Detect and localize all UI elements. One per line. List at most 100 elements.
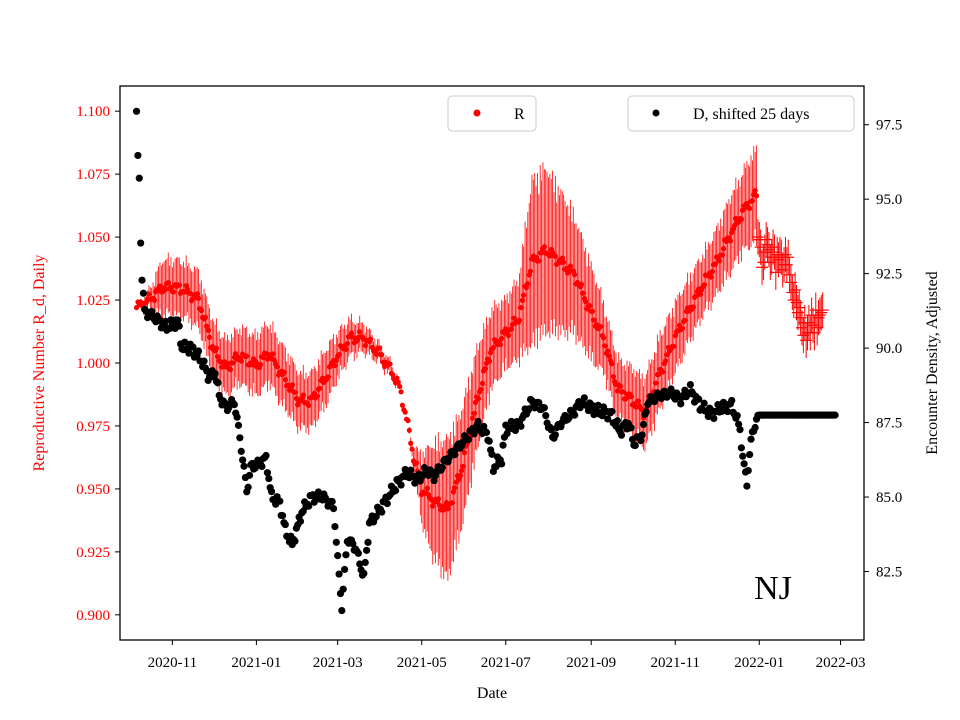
r-point — [457, 473, 463, 479]
d-point — [677, 400, 685, 408]
r-point — [747, 205, 753, 212]
d-point — [148, 307, 156, 316]
d-point — [485, 437, 493, 445]
d-point — [535, 399, 543, 407]
d-point — [230, 400, 238, 409]
r-point — [663, 358, 669, 364]
d-point — [258, 462, 266, 471]
r-point — [387, 361, 393, 367]
r-point — [753, 193, 760, 199]
d-point — [498, 460, 506, 468]
d-point — [305, 502, 313, 510]
d-point — [378, 508, 386, 516]
d-point — [488, 450, 496, 458]
r-point — [610, 373, 616, 380]
r-point — [478, 386, 484, 392]
r-point — [409, 446, 415, 452]
d-point — [517, 422, 525, 430]
y-left-tick-label: 0.950 — [76, 482, 110, 498]
series-d-layer — [132, 107, 839, 615]
d-point — [551, 431, 559, 439]
d-point — [736, 426, 744, 434]
r-point — [206, 334, 213, 340]
y-right-tick-label: 92.5 — [876, 267, 902, 283]
r-point — [589, 308, 596, 314]
y-left-tick-label: 1.000 — [76, 356, 110, 372]
r-point — [435, 496, 441, 502]
d-point — [642, 408, 650, 416]
r-point — [752, 188, 758, 194]
legend-d: D, shifted 25 days — [627, 95, 855, 132]
d-point — [194, 347, 203, 355]
d-point — [134, 151, 142, 160]
r-point — [270, 351, 276, 357]
r-point — [720, 246, 727, 252]
d-point — [200, 357, 208, 365]
d-point — [580, 394, 588, 402]
r-point — [738, 216, 744, 222]
y-left-tick-label: 1.100 — [76, 104, 110, 120]
r-point — [536, 258, 542, 264]
legend-d-marker — [652, 109, 660, 117]
x-tick-label: 2020-11 — [148, 655, 197, 671]
d-point — [718, 407, 726, 415]
legend-d-box — [627, 95, 855, 132]
r-point — [344, 340, 350, 347]
d-point — [540, 404, 548, 412]
r-point — [274, 364, 280, 370]
d-point — [547, 426, 555, 434]
d-point — [401, 465, 409, 474]
d-point — [686, 381, 695, 389]
r-point — [701, 282, 707, 288]
r-point — [719, 252, 725, 258]
x-tick-label: 2021-03 — [313, 655, 363, 671]
y-right-tick-label: 82.5 — [876, 564, 902, 580]
r-point — [541, 244, 547, 250]
r-point — [583, 298, 589, 305]
r-point — [176, 282, 182, 288]
d-point — [511, 426, 520, 435]
d-point — [639, 420, 648, 429]
r-point — [709, 269, 716, 275]
d-point — [137, 239, 145, 247]
r-point — [449, 500, 455, 506]
d-point — [139, 289, 148, 297]
r-point — [628, 393, 634, 400]
d-point — [161, 317, 170, 325]
d-point — [631, 441, 639, 450]
d-point — [744, 466, 752, 475]
d-point — [364, 538, 372, 546]
r-point — [690, 304, 696, 310]
r-point — [697, 291, 703, 297]
r-point — [151, 297, 158, 304]
d-point — [174, 316, 182, 324]
y-left-tick-label: 1.075 — [76, 167, 110, 183]
r-point — [402, 409, 408, 415]
d-point — [334, 552, 342, 560]
d-point — [733, 411, 741, 420]
d-point — [335, 570, 343, 578]
r-point — [682, 317, 688, 323]
d-point — [747, 435, 755, 443]
r-point — [362, 342, 368, 349]
y-axis-left: 0.900 0.925 0.950 0.975 1.000 1.025 1.050 1.075… — [76, 104, 120, 624]
r-point — [486, 358, 492, 364]
r-point — [471, 410, 477, 416]
r-point — [519, 297, 525, 303]
d-point — [331, 522, 339, 531]
state-label: NJ — [754, 570, 792, 607]
r-point — [679, 325, 685, 331]
legend-r: R — [447, 95, 537, 132]
d-point — [361, 558, 369, 567]
y-right-tick-label: 87.5 — [876, 416, 902, 432]
r-point — [397, 383, 403, 390]
d-point — [667, 385, 675, 393]
y-axis-right-title: Encounter Density, Adjusted — [924, 271, 941, 454]
d-point — [724, 407, 732, 416]
r-point — [518, 305, 524, 311]
r-point — [314, 393, 320, 399]
d-point — [175, 322, 183, 330]
d-point — [237, 447, 245, 455]
r-point — [399, 402, 406, 408]
